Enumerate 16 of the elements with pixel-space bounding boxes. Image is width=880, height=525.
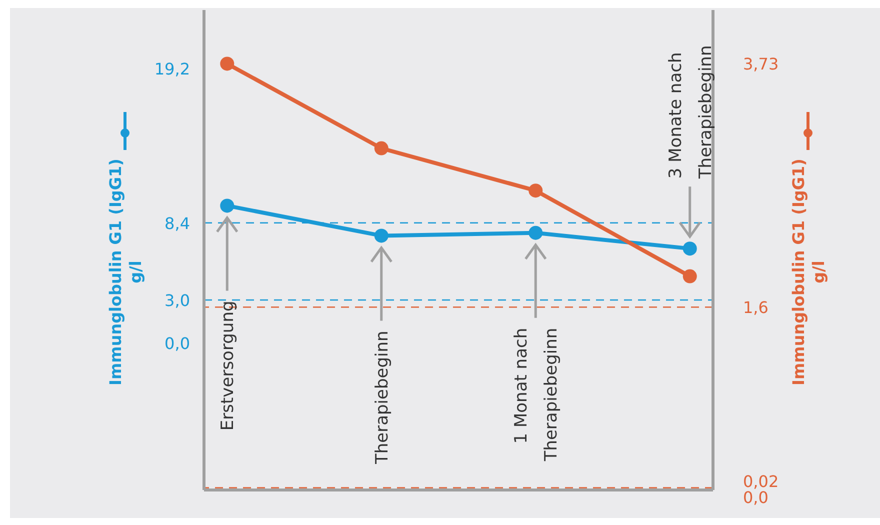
y-tick-label: 8,4 [164,214,190,233]
x-tick-label: 3 Monate nach Therapiebeginn [666,45,716,180]
y-tick-label: 3,0 [164,291,190,310]
point [528,226,543,240]
y-tick-label: 0,0 [164,334,190,353]
x-tick-label: Therapiebeginn [372,330,392,466]
x-tick-label: 1 Monat nach Therapiebeginn [512,328,562,462]
y-axis-title: Immunglobulin G1 (IgG1) g/l [106,158,145,386]
point [220,198,234,213]
point [374,228,388,243]
y2-axis-title: Immunglobulin G1 (IgG1) g/l [789,158,828,386]
y-tick-label: 19,2 [154,60,190,79]
y2-tick-label: 1,6 [743,298,768,318]
point [682,242,697,256]
y2-tick-label: 3,73 [743,54,779,74]
x-tick-label: Erstversorgung [218,300,238,431]
